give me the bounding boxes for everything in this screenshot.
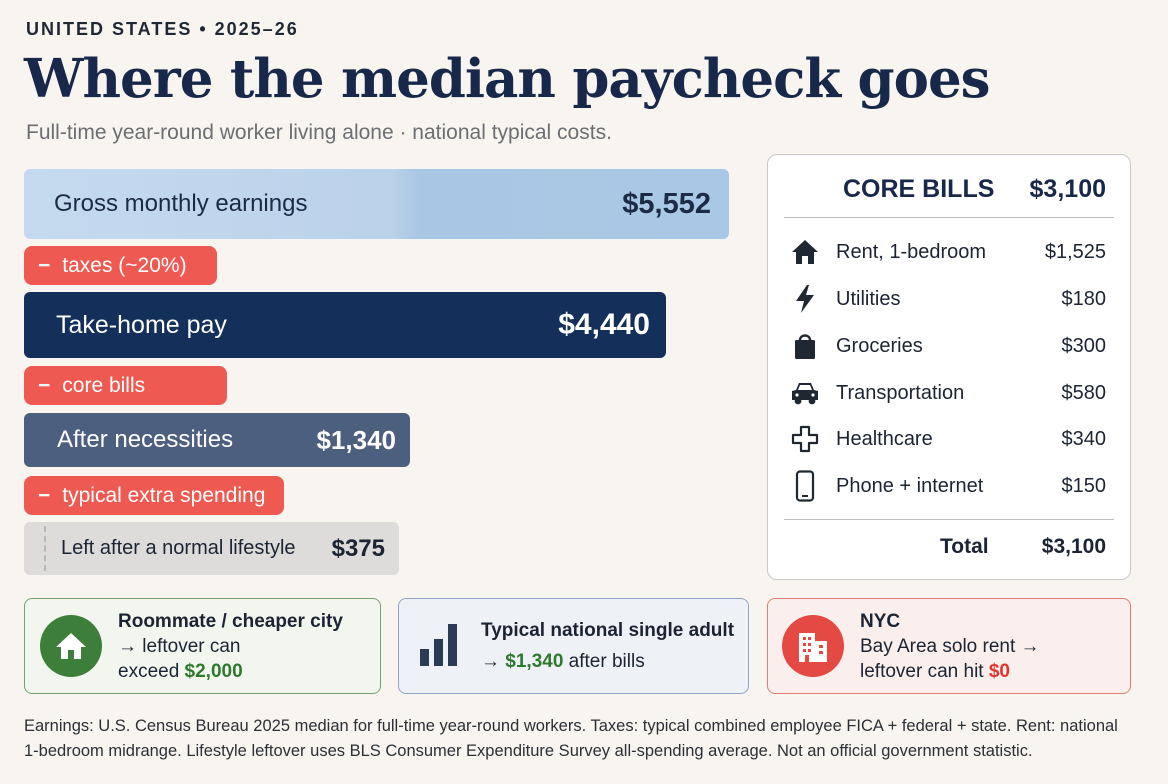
core-bills-total-row: Total $3,100 [918,535,1106,559]
scenario-text-prefix: leftover can hit [860,660,989,682]
bill-name: Rent, 1-bedroom [836,240,987,263]
minus-icon: − [38,253,51,277]
scenario-highlight-value: $1,340 [505,651,564,672]
bill-row-utilities: Utilities $180 [788,282,1106,316]
bar-chart-icon [419,621,459,672]
leftover-label: Left after a normal lifestyle [61,537,296,559]
bill-name: Phone + internet [836,474,984,497]
scenario-line: Bay Area solo rent → [860,635,1040,657]
total-label: Total [940,535,989,558]
house-icon [788,235,822,269]
core-bills-deduction-label: core bills [62,373,146,397]
page-title: Where the median paycheck goes [24,48,991,110]
bill-row-healthcare: Healthcare $340 [788,422,1106,456]
minus-icon: − [38,373,51,397]
core-bills-header: CORE BILLS $3,100 [843,175,1106,204]
bill-name: Utilities [836,287,901,310]
bill-name: Healthcare [836,427,933,450]
scenario-line: exceed $2,000 [118,659,343,684]
bill-row-groceries: Groceries $300 [788,329,1106,363]
gross-earnings-bar: Gross monthly earnings $5,552 [24,169,729,239]
kicker: UNITED STATES • 2025–26 [26,19,299,39]
scenario-line: leftover can hit $0 [860,659,1040,684]
national-scenario-text: Typical national single adult → $1,340 a… [481,615,734,677]
extra-spending-deduction-label: typical extra spending [62,483,266,507]
take-home-bar: Take-home pay $4,440 [24,292,666,358]
building-icon [782,615,844,677]
phone-icon [788,469,822,503]
total-value: $3,100 [1041,535,1106,558]
shopping-bag-icon [788,329,822,363]
lightning-icon [788,282,822,316]
house-icon [40,615,102,677]
bill-amount: $300 [1061,334,1107,357]
taxes-deduction-pill: − taxes (~20%) [24,246,217,285]
core-bills-deduction-pill: − core bills [24,366,227,405]
bill-row-transportation: Transportation $580 [788,376,1106,410]
scenario-line: Typical national single adult [481,620,735,641]
core-bills-header-total: $3,100 [1029,175,1106,203]
bill-name: Transportation [836,381,965,404]
bill-amount: $340 [1061,427,1107,450]
scenario-highlight-value: $2,000 [184,660,243,682]
scenario-line: → $1,340 after bills [481,646,734,677]
gross-earnings-label: Gross monthly earnings [54,190,308,217]
nyc-scenario-text: NYC Bay Area solo rent → leftover can hi… [860,609,1040,684]
core-bills-card: CORE BILLS $3,100 Rent, 1-bedroom $1,525… [767,154,1131,580]
take-home-label: Take-home pay [56,310,227,339]
leftover-value: $375 [331,534,385,562]
after-necessities-label: After necessities [57,426,234,453]
bill-amount: $580 [1061,381,1107,404]
bill-row-rent: Rent, 1-bedroom $1,525 [788,235,1106,269]
after-necessities-value: $1,340 [316,424,396,455]
scenario-text-prefix: → [481,651,506,672]
divider [784,519,1114,520]
roommate-scenario-text: Roommate / cheaper city → leftover can e… [118,609,343,684]
medical-cross-icon [788,422,822,456]
scenario-line: Roommate / cheaper city [118,610,343,632]
gross-earnings-value: $5,552 [622,187,711,220]
take-home-value: $4,440 [558,308,650,341]
bill-name: Groceries [836,334,923,357]
divider [784,217,1114,218]
scenario-line: → leftover can [118,635,241,657]
bill-amount: $180 [1061,287,1107,310]
scenario-highlight-value: $0 [988,660,1010,682]
source-footnote: Earnings: U.S. Census Bureau 2025 median… [24,717,1118,760]
scenario-text-suffix: after bills [563,651,645,672]
minus-icon: − [38,483,51,507]
core-bills-title: CORE BILLS [843,175,995,203]
bill-amount: $1,525 [1044,240,1106,263]
scenario-line: NYC [860,610,901,632]
taxes-deduction-label: taxes (~20%) [62,253,187,277]
car-icon [788,376,822,410]
leftover-bar: Left after a normal lifestyle $375 [24,522,399,575]
roommate-scenario-box: Roommate / cheaper city → leftover can e… [24,598,381,694]
nyc-scenario-box: NYC Bay Area solo rent → leftover can hi… [767,598,1131,694]
page-subtitle: Full-time year-round worker living alone… [26,121,612,144]
extra-spending-deduction-pill: − typical extra spending [24,476,284,515]
national-scenario-box: Typical national single adult → $1,340 a… [398,598,749,694]
after-necessities-bar: After necessities $1,340 [24,413,410,467]
scenario-text-prefix: exceed [118,660,185,682]
bill-row-phone: Phone + internet $150 [788,469,1106,503]
bill-amount: $150 [1061,474,1107,497]
